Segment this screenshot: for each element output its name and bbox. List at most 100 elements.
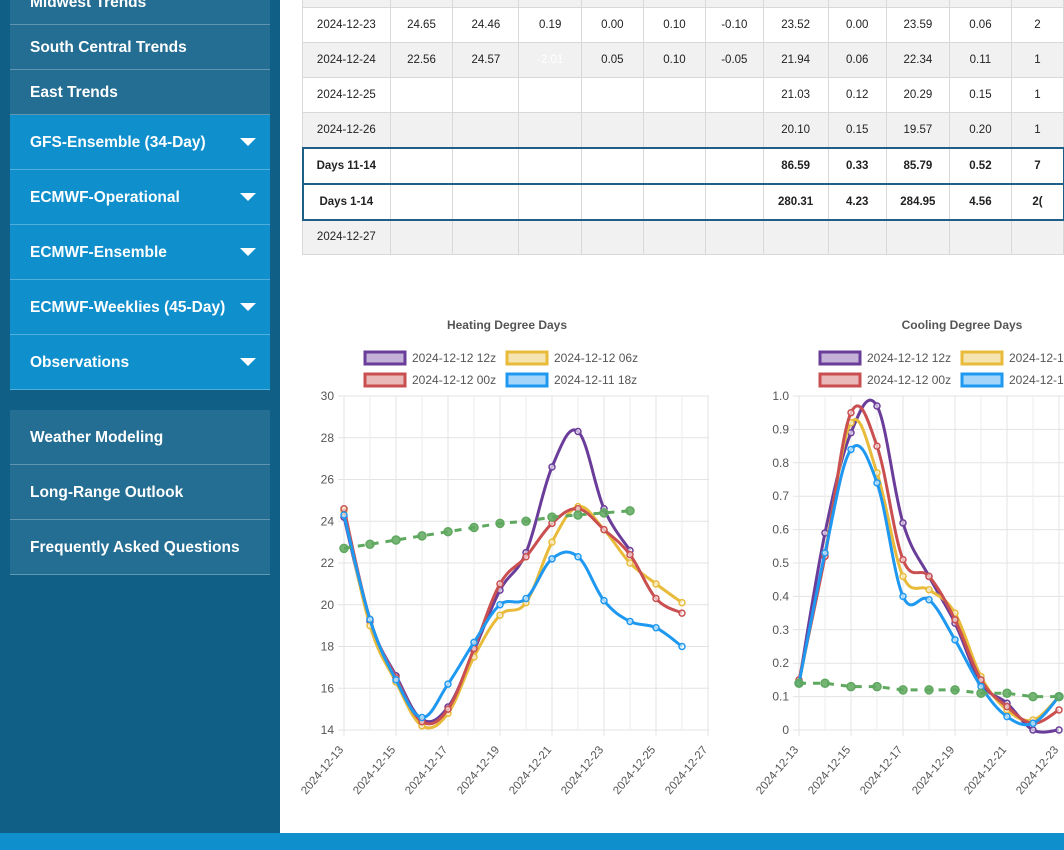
data-point[interactable] xyxy=(794,678,804,688)
data-point[interactable] xyxy=(626,550,634,559)
data-point[interactable] xyxy=(925,595,933,604)
nav-ecmwf-ensemble[interactable]: ECMWF-Ensemble xyxy=(10,225,270,280)
data-point[interactable] xyxy=(899,572,907,581)
data-point[interactable] xyxy=(1029,726,1037,734)
data-point[interactable] xyxy=(652,580,660,588)
data-point[interactable] xyxy=(495,518,505,529)
data-point[interactable] xyxy=(521,516,531,526)
legend-item[interactable]: 2024-12-12 00z xyxy=(363,372,496,388)
y-tick-label: 22 xyxy=(321,556,335,570)
data-point[interactable] xyxy=(573,510,583,520)
data-point[interactable] xyxy=(548,538,556,546)
y-tick-label: 24 xyxy=(321,514,335,528)
data-point[interactable] xyxy=(678,609,686,617)
data-point[interactable] xyxy=(872,681,882,692)
data-point[interactable] xyxy=(1002,688,1012,699)
data-point[interactable] xyxy=(1028,691,1038,702)
data-point[interactable] xyxy=(951,636,959,644)
data-point[interactable] xyxy=(1055,706,1063,714)
data-point[interactable] xyxy=(925,572,933,581)
data-point[interactable] xyxy=(522,552,530,561)
legend-item[interactable]: 2024-12-1 xyxy=(960,350,1064,366)
data-point[interactable] xyxy=(496,611,504,619)
data-point[interactable] xyxy=(847,445,855,454)
data-point[interactable] xyxy=(496,601,504,609)
data-point[interactable] xyxy=(847,408,855,417)
data-point[interactable] xyxy=(678,642,686,651)
info-nav: Weather Modeling Long-Range Outlook Freq… xyxy=(10,410,270,575)
data-point[interactable] xyxy=(820,678,830,688)
table-cell xyxy=(1010,219,1064,255)
data-point[interactable] xyxy=(574,552,582,561)
data-point[interactable] xyxy=(391,535,401,545)
nav-south-central-trends[interactable]: South Central Trends xyxy=(10,25,270,70)
nav-ecmwf-operational[interactable]: ECMWF-Operational xyxy=(10,170,270,225)
data-point[interactable] xyxy=(924,685,934,695)
data-point[interactable] xyxy=(1029,719,1037,728)
data-point[interactable] xyxy=(600,525,608,534)
data-point[interactable] xyxy=(418,713,426,722)
table-cell: 0.06 xyxy=(827,42,887,78)
legend-item[interactable]: 2024-12-12 00z xyxy=(818,372,951,388)
data-point[interactable] xyxy=(365,539,375,549)
legend-item[interactable]: 2024-12-12 06z xyxy=(505,350,638,366)
data-point[interactable] xyxy=(339,543,349,554)
data-point[interactable] xyxy=(951,616,959,624)
data-point[interactable] xyxy=(574,427,582,436)
data-point[interactable] xyxy=(626,559,634,567)
data-point[interactable] xyxy=(392,676,400,684)
table-cell: 1 xyxy=(1010,112,1064,148)
data-point[interactable] xyxy=(652,594,660,603)
data-point[interactable] xyxy=(846,681,856,692)
data-point[interactable] xyxy=(443,526,453,537)
data-point[interactable] xyxy=(469,522,479,533)
data-point[interactable] xyxy=(873,402,881,410)
nav-weather-modeling[interactable]: Weather Modeling xyxy=(10,410,270,465)
nav-gfs-ensemble[interactable]: GFS-Ensemble (34-Day) xyxy=(10,115,270,170)
data-point[interactable] xyxy=(625,506,635,516)
legend-item[interactable]: 2024-12-11 18z xyxy=(505,372,637,388)
data-point[interactable] xyxy=(1003,712,1011,721)
data-point[interactable] xyxy=(899,519,907,527)
data-point[interactable] xyxy=(600,596,608,605)
data-point[interactable] xyxy=(821,549,829,557)
data-point[interactable] xyxy=(652,623,660,632)
nav-east-trends[interactable]: East Trends xyxy=(10,70,270,115)
data-point[interactable] xyxy=(899,555,907,564)
data-point[interactable] xyxy=(340,504,348,513)
data-point[interactable] xyxy=(444,705,452,713)
data-point[interactable] xyxy=(599,508,609,518)
data-point[interactable] xyxy=(873,479,881,487)
data-point[interactable] xyxy=(548,463,556,471)
nav-long-range-outlook[interactable]: Long-Range Outlook xyxy=(10,465,270,520)
data-point[interactable] xyxy=(496,580,504,588)
data-point[interactable] xyxy=(366,615,374,624)
nav-faq[interactable]: Frequently Asked Questions xyxy=(10,520,270,575)
data-point[interactable] xyxy=(548,555,556,563)
table-cell xyxy=(642,112,706,148)
legend-item[interactable]: 2024-12-12 12z xyxy=(818,350,951,366)
data-point[interactable] xyxy=(522,594,530,603)
data-point[interactable] xyxy=(1003,702,1011,711)
nav-midwest-trends[interactable]: Midwest Trends xyxy=(10,0,270,25)
data-point[interactable] xyxy=(1055,726,1063,734)
chart-title: Cooling Degree Days xyxy=(902,318,1023,332)
data-point[interactable] xyxy=(925,585,933,594)
data-point[interactable] xyxy=(417,531,427,541)
nav-observations[interactable]: Observations xyxy=(10,335,270,390)
data-point[interactable] xyxy=(1054,691,1064,702)
data-point[interactable] xyxy=(899,592,907,601)
legend-item[interactable]: 2024-12-12 12z xyxy=(363,350,496,366)
data-point[interactable] xyxy=(470,638,478,647)
data-point[interactable] xyxy=(678,598,686,607)
data-point[interactable] xyxy=(873,442,881,450)
data-point[interactable] xyxy=(340,511,348,519)
nav-ecmwf-weeklies[interactable]: ECMWF-Weeklies (45-Day) xyxy=(10,280,270,335)
data-point[interactable] xyxy=(444,680,452,688)
data-point[interactable] xyxy=(547,512,557,522)
data-point[interactable] xyxy=(976,688,986,699)
data-point[interactable] xyxy=(626,617,634,626)
data-point[interactable] xyxy=(950,685,960,695)
data-point[interactable] xyxy=(898,685,908,695)
legend-item[interactable]: 2024-12-1 xyxy=(960,372,1064,388)
